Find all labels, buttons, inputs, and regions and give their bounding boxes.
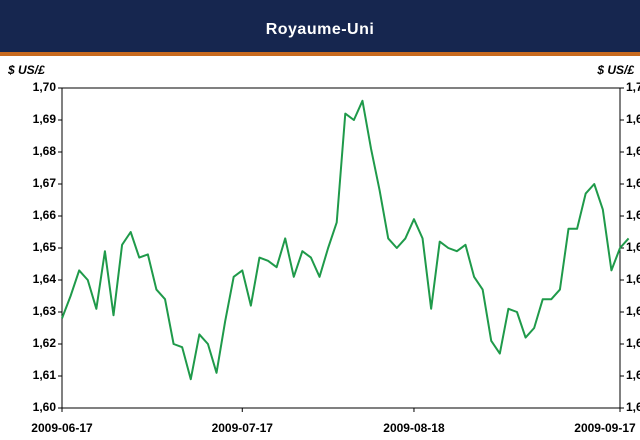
y-tick-label: 1,61 bbox=[33, 368, 57, 382]
y2-tick-label: 1,64 bbox=[626, 272, 640, 286]
y2-tick-label: 1,70 bbox=[626, 80, 640, 94]
y-tick-label: 1,69 bbox=[33, 112, 57, 126]
y-tick-label: 1,70 bbox=[33, 80, 57, 94]
y-axis-label: $ US/£ bbox=[7, 63, 45, 77]
y-tick-label: 1,67 bbox=[33, 176, 57, 190]
x-tick-label: 2009-09-17 bbox=[574, 421, 636, 435]
y2-tick-label: 1,66 bbox=[626, 208, 640, 222]
y2-tick-label: 1,65 bbox=[626, 240, 640, 254]
y2-tick-label: 1,67 bbox=[626, 176, 640, 190]
x-tick-label: 2009-06-17 bbox=[31, 421, 93, 435]
y2-tick-label: 1,68 bbox=[626, 144, 640, 158]
y-tick-label: 1,62 bbox=[33, 336, 57, 350]
line bbox=[61, 99, 630, 381]
x-tick-label: 2009-08-18 bbox=[383, 421, 445, 435]
y2-tick-label: 1,69 bbox=[626, 112, 640, 126]
y2-axis-label: $ US/£ bbox=[596, 63, 634, 77]
y2-tick-label: 1,61 bbox=[626, 368, 640, 382]
y2-tick-label: 1,60 bbox=[626, 400, 640, 414]
chart-title: Royaume-Uni bbox=[266, 21, 375, 38]
y-tick-label: 1,63 bbox=[33, 304, 57, 318]
y-tick-label: 1,68 bbox=[33, 144, 57, 158]
y-tick-label: 1,64 bbox=[33, 272, 57, 286]
header-rule bbox=[0, 52, 640, 56]
y-tick-label: 1,66 bbox=[33, 208, 57, 222]
y-tick-label: 1,60 bbox=[33, 400, 57, 414]
y2-tick-label: 1,63 bbox=[626, 304, 640, 318]
y2-tick-label: 1,62 bbox=[626, 336, 640, 350]
y-tick-label: 1,65 bbox=[33, 240, 57, 254]
plot-frame bbox=[61, 87, 621, 409]
header-band bbox=[0, 0, 640, 52]
x-tick-label: 2009-07-17 bbox=[212, 421, 274, 435]
